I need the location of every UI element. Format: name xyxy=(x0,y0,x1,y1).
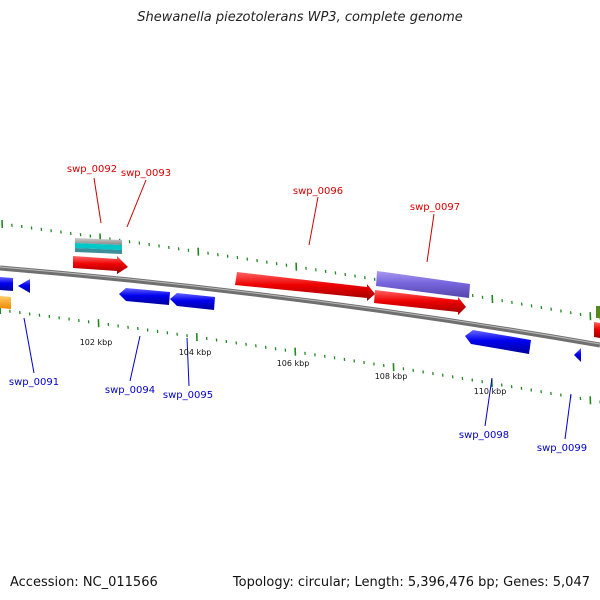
gene-label-swp_0092[interactable]: swp_0092 xyxy=(67,164,117,175)
scale-label-106: 106 kbp xyxy=(277,359,310,368)
gene-swp_0096-arrow[interactable] xyxy=(235,272,375,301)
gene-swp_0098-arrow[interactable] xyxy=(465,330,531,354)
inner-tick-track xyxy=(0,305,600,405)
scale-label-110: 110 kbp xyxy=(474,387,507,396)
accession-label: Accession: NC_011566 xyxy=(10,575,158,590)
gene-label-swp_0093[interactable]: swp_0093 xyxy=(121,168,171,179)
gene-swp_0094-arrow[interactable] xyxy=(119,288,170,305)
scale-label-102: 102 kbp xyxy=(80,338,113,347)
gene-label-swp_0097[interactable]: swp_0097 xyxy=(410,202,460,213)
genome-backbone xyxy=(0,265,600,348)
genome-summary: Topology: circular; Length: 5,396,476 bp… xyxy=(232,575,590,590)
scale-label-108: 108 kbp xyxy=(375,372,408,381)
gene-left-edge-blue[interactable] xyxy=(0,277,13,291)
genome-title: Shewanella piezotolerans WP3, complete g… xyxy=(137,10,463,25)
scale-label-104: 104 kbp xyxy=(179,348,212,357)
gene-label-swp_0095[interactable]: swp_0095 xyxy=(163,390,213,401)
gene-label-swp_0096[interactable]: swp_0096 xyxy=(293,186,343,197)
gene-label-swp_0094[interactable]: swp_0094 xyxy=(105,385,155,396)
gene-swp_0095-arrow[interactable] xyxy=(170,293,215,310)
gene-label-swp_0098[interactable]: swp_0098 xyxy=(459,430,509,441)
gene-label-swp_0099[interactable]: swp_0099 xyxy=(537,443,587,454)
genome-backbone-highlight xyxy=(0,266,600,345)
gene-swp_0091-arrow[interactable] xyxy=(18,279,30,293)
green-feature[interactable] xyxy=(596,306,600,318)
gene-label-swp_0091[interactable]: swp_0091 xyxy=(9,377,59,388)
gene-swp_0099-arrow[interactable] xyxy=(574,348,581,362)
forward-leader-lines xyxy=(93,177,435,263)
rna-feature-stack[interactable] xyxy=(75,238,122,254)
reverse-leader-lines xyxy=(23,317,572,440)
gene-swp_0092-arrow[interactable] xyxy=(73,256,128,274)
gene-right-edge-arrow[interactable] xyxy=(594,322,600,338)
misc-feature-purple[interactable] xyxy=(376,271,470,298)
outer-tick-track xyxy=(1,219,600,321)
gene-swp_0097-arrow[interactable] xyxy=(374,290,466,315)
orange-feature[interactable] xyxy=(0,296,11,309)
